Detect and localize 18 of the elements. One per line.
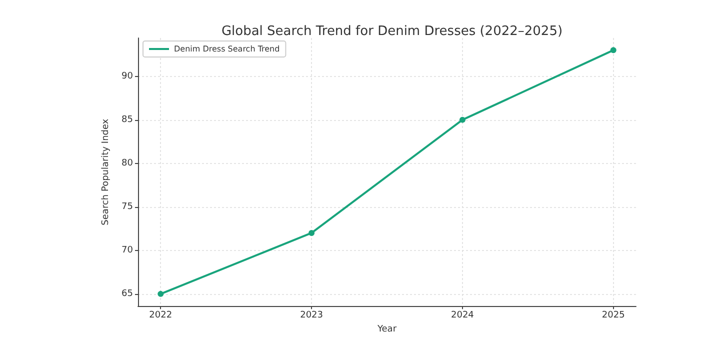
chart-title: Global Search Trend for Denim Dresses (2022–2025): [221, 24, 563, 39]
point: [610, 47, 616, 54]
y-axis-title: Search Popularity Index: [101, 118, 112, 226]
legend-label: Denim Dress Search Trend: [174, 44, 280, 54]
x-tick-label: 2025: [602, 310, 625, 321]
x-tick-label: 2022: [149, 310, 172, 321]
point: [308, 230, 315, 236]
y-tick-label: 65: [122, 288, 133, 299]
y-tick-label: 90: [122, 71, 134, 82]
y-tick-label: 70: [122, 245, 134, 256]
point: [459, 116, 466, 123]
y-tick-label: 75: [122, 202, 133, 212]
point: [158, 290, 164, 297]
x-tick-label: 2024: [451, 310, 474, 321]
y-tick-label: 85: [122, 114, 133, 125]
x-axis-title: Year: [376, 324, 397, 334]
x-tick-label: 2023: [300, 310, 323, 321]
y-tick-label: 80: [122, 158, 134, 168]
